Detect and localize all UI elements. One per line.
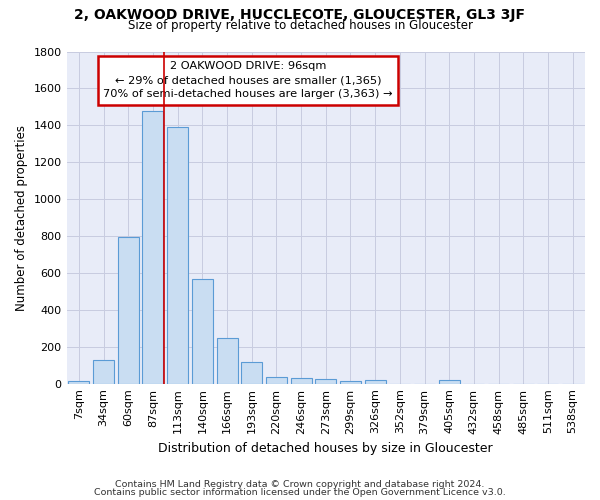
Bar xyxy=(142,110,163,384)
Text: Contains HM Land Registry data © Crown copyright and database right 2024.: Contains HM Land Registry data © Crown c… xyxy=(115,480,485,489)
Bar xyxy=(241,362,262,384)
Bar xyxy=(68,381,89,384)
Bar xyxy=(439,380,460,384)
Bar xyxy=(217,338,238,384)
Bar xyxy=(93,360,114,384)
Bar xyxy=(365,380,386,384)
Bar xyxy=(340,381,361,384)
Bar xyxy=(266,377,287,384)
Text: 2 OAKWOOD DRIVE: 96sqm
← 29% of detached houses are smaller (1,365)
70% of semi-: 2 OAKWOOD DRIVE: 96sqm ← 29% of detached… xyxy=(103,62,393,100)
Bar xyxy=(290,378,311,384)
Bar xyxy=(118,237,139,384)
Y-axis label: Number of detached properties: Number of detached properties xyxy=(15,124,28,310)
Bar xyxy=(315,379,336,384)
Bar xyxy=(192,280,213,384)
Text: Size of property relative to detached houses in Gloucester: Size of property relative to detached ho… xyxy=(128,19,473,32)
X-axis label: Distribution of detached houses by size in Gloucester: Distribution of detached houses by size … xyxy=(158,442,493,455)
Text: Contains public sector information licensed under the Open Government Licence v3: Contains public sector information licen… xyxy=(94,488,506,497)
Text: 2, OAKWOOD DRIVE, HUCCLECOTE, GLOUCESTER, GL3 3JF: 2, OAKWOOD DRIVE, HUCCLECOTE, GLOUCESTER… xyxy=(74,8,526,22)
Bar xyxy=(167,127,188,384)
